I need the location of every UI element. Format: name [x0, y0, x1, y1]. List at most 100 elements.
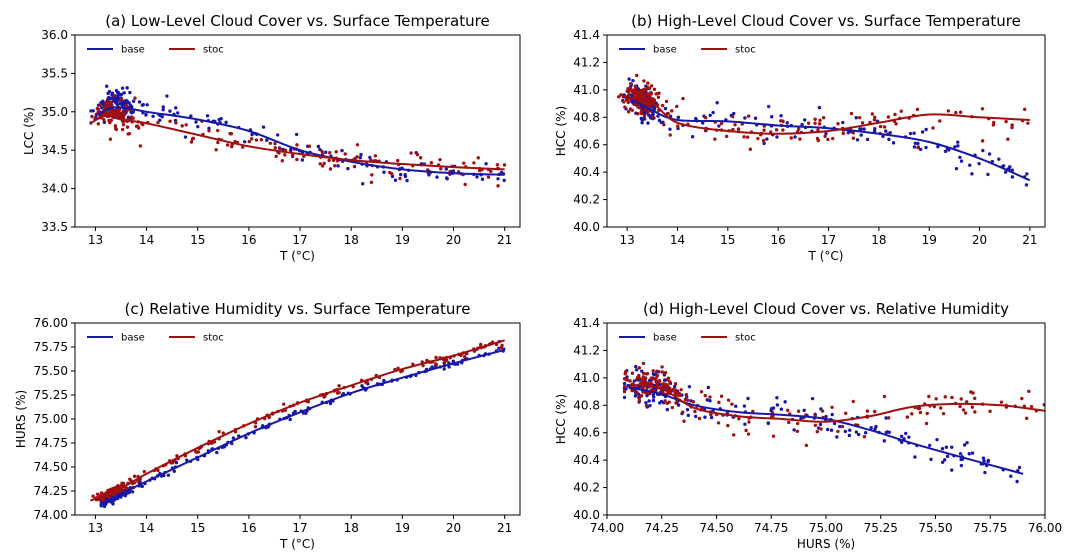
base-point: [881, 134, 885, 139]
base-point: [100, 106, 104, 110]
stoc-point: [670, 109, 674, 113]
base-point: [626, 384, 630, 388]
stoc-point: [748, 147, 753, 151]
stoc-point: [637, 366, 642, 370]
stoc-point: [415, 152, 420, 157]
stoc-point: [395, 158, 400, 163]
stoc-point: [278, 147, 282, 151]
y-axis-label: HCC (%): [554, 106, 568, 156]
stoc-point: [870, 112, 875, 116]
stoc-point: [637, 376, 642, 380]
stoc-point: [98, 103, 103, 107]
base-point: [703, 415, 707, 419]
stoc-point: [250, 137, 254, 141]
base-point: [855, 138, 860, 142]
stoc-point: [708, 395, 712, 399]
stoc-point: [398, 176, 402, 181]
base-point: [958, 452, 963, 456]
stoc-point: [645, 371, 650, 376]
x-axis-label: T (°C): [808, 249, 844, 263]
stoc-point: [958, 110, 963, 114]
stoc-point: [795, 429, 800, 433]
stoc-point: [117, 114, 122, 119]
y-tick-label: 40.6: [573, 138, 600, 152]
base-point: [242, 140, 247, 144]
chart-title: (b) High-Level Cloud Cover vs. Surface T…: [631, 12, 1021, 30]
stoc-point: [107, 118, 111, 123]
base-point: [927, 443, 932, 448]
base-point: [207, 126, 211, 130]
stoc-point: [733, 123, 737, 127]
plot-area: [622, 361, 1045, 484]
base-point: [940, 447, 945, 451]
base-point: [884, 129, 888, 133]
stoc-point: [638, 92, 642, 96]
stoc-point: [673, 382, 678, 386]
stoc-point: [899, 109, 903, 113]
stoc-point: [638, 94, 642, 99]
base-point: [970, 172, 974, 176]
stoc-point: [216, 140, 220, 145]
stoc-point: [268, 141, 273, 145]
base-point: [316, 144, 321, 149]
stoc-point: [217, 429, 221, 434]
base-trend-line: [105, 348, 505, 504]
base-point: [742, 404, 747, 408]
stoc-point: [730, 402, 734, 406]
base-point: [435, 175, 439, 179]
stoc-point: [660, 370, 664, 374]
stoc-point: [221, 431, 225, 435]
base-point: [862, 127, 866, 131]
stoc-point: [156, 120, 160, 125]
stoc-point: [730, 114, 735, 119]
stoc-point: [724, 134, 729, 139]
base-point: [708, 113, 712, 117]
stoc-point: [343, 152, 347, 156]
base-point: [968, 163, 972, 167]
x-tick-label: 18: [871, 233, 886, 247]
base-point: [753, 116, 758, 120]
stoc-point: [973, 410, 977, 414]
base-point: [743, 422, 747, 426]
base-point: [294, 132, 299, 137]
stoc-point: [665, 377, 670, 382]
stoc-point: [817, 122, 822, 126]
x-tick-label: 14: [139, 521, 154, 535]
stoc-point: [214, 148, 218, 152]
stoc-trend-line: [628, 383, 1045, 423]
stoc-point: [745, 135, 750, 139]
stoc-point: [980, 139, 985, 143]
stoc-point: [785, 408, 790, 413]
base-point: [1009, 474, 1013, 478]
base-point: [920, 130, 925, 134]
stoc-point: [118, 97, 123, 102]
legend: base stoc: [619, 45, 756, 56]
base-point: [359, 153, 363, 157]
base-point: [965, 440, 969, 445]
stoc-point: [1010, 123, 1014, 127]
base-point: [627, 77, 631, 81]
base-point: [970, 451, 975, 455]
stoc-point: [873, 115, 877, 119]
stoc-point: [818, 118, 822, 123]
base-point: [847, 433, 852, 438]
base-point: [161, 105, 165, 109]
base-point: [962, 443, 967, 447]
stoc-point: [674, 390, 678, 394]
base-point: [647, 113, 651, 117]
base-point: [950, 468, 954, 472]
stoc-point: [174, 121, 178, 125]
base-point: [250, 132, 254, 137]
base-point: [172, 469, 176, 473]
stoc-point: [486, 175, 491, 179]
base-point: [631, 78, 635, 83]
stoc-point: [857, 115, 862, 120]
x-tick-label: 16: [771, 233, 786, 247]
base-point: [982, 459, 986, 463]
base-point: [300, 158, 305, 162]
x-tick-label: 17: [292, 233, 307, 247]
base-point: [382, 170, 386, 174]
stoc-point: [121, 481, 126, 486]
stoc-point: [917, 406, 922, 411]
stoc-point: [328, 167, 333, 171]
